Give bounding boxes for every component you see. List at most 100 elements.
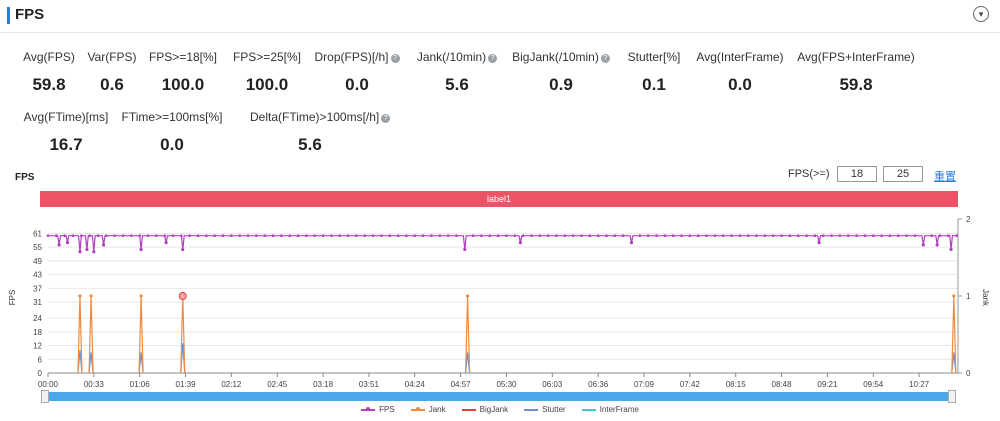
fps-point (688, 234, 692, 238)
metric-value: 100.0 (161, 75, 205, 94)
help-icon[interactable]: ? (488, 54, 498, 63)
metric-card: Drop(FPS)[/h]? 0.0 (297, 50, 417, 95)
fps-dip-point (949, 247, 953, 252)
fps-point (805, 234, 808, 238)
fps-point (271, 234, 275, 238)
legend-label: Stutter (542, 405, 566, 414)
fps-point (96, 234, 100, 238)
section-header: FPS ▾ (0, 0, 1000, 33)
fps-point (338, 234, 342, 238)
fps-point (313, 234, 317, 238)
scroll-handle-right[interactable] (948, 390, 956, 403)
help-icon[interactable]: ? (381, 114, 391, 123)
fps-point (288, 234, 292, 238)
scroll-handle-left[interactable] (41, 390, 49, 403)
fps-point (388, 234, 392, 238)
fps-point (871, 234, 875, 238)
metric-label-text: FPS>=25[%] (232, 50, 302, 64)
fps-point (238, 234, 242, 238)
fps-point (205, 234, 208, 238)
x-tick-label: 03:18 (313, 380, 334, 389)
fps-dip-point (101, 243, 106, 247)
fps-point (305, 234, 308, 238)
y2-axis-label: Jank (981, 289, 990, 307)
fps-point (571, 234, 575, 238)
legend-line-icon (361, 406, 376, 411)
fps-dip-point (629, 240, 634, 245)
y-tick-label: 43 (33, 271, 42, 280)
x-tick-label: 10:27 (909, 380, 930, 389)
fps-point (596, 234, 600, 238)
fps-point (113, 234, 116, 238)
legend-item[interactable]: Stutter (524, 405, 566, 414)
chevron-down-icon[interactable]: ▾ (973, 6, 989, 22)
fps-point (580, 234, 583, 238)
x-tick-label: 01:06 (130, 380, 151, 389)
metric-value: 100.0 (245, 75, 289, 94)
fps-dip-point (935, 243, 939, 247)
fps-point (521, 234, 525, 238)
time-range-scrollbar[interactable] (45, 392, 955, 401)
metric-card: Avg(InterFrame) 0.0 (680, 50, 800, 95)
help-icon[interactable]: ? (390, 54, 400, 63)
metric-value: 5.6 (445, 75, 469, 94)
legend-item[interactable]: Jank (410, 405, 446, 414)
threshold-low-input[interactable]: 18 (837, 166, 877, 182)
fps-dip-point (92, 250, 96, 254)
fps-point (838, 234, 842, 238)
fps-point (780, 234, 783, 238)
fps-point (605, 234, 608, 238)
y-tick-label: 12 (33, 342, 42, 351)
metric-label: Delta(FTime)>100ms[/h]? (250, 110, 391, 124)
legend-item[interactable]: BigJank (461, 405, 508, 414)
fps-dip-point (57, 243, 61, 247)
fps-series-line (48, 235, 958, 252)
fps-point (530, 234, 533, 238)
reset-button[interactable]: 重置 (934, 171, 956, 183)
y-tick-label: 18 (33, 328, 42, 337)
jank-spike (951, 295, 957, 374)
fps-point (455, 234, 458, 238)
fps-point (855, 234, 858, 238)
fps-point (255, 234, 258, 238)
fps-point (671, 234, 675, 238)
legend-item[interactable]: FPS (361, 405, 395, 414)
fps-point (446, 234, 450, 238)
fps-point (513, 234, 517, 238)
metric-label-text: Delta(FTime)>100ms[/h] (250, 110, 380, 124)
help-icon[interactable]: ? (600, 54, 610, 63)
y-tick-label: 6 (38, 355, 43, 364)
metric-label-text: Drop(FPS)[/h] (314, 50, 389, 64)
fps-point (63, 234, 66, 238)
fps-dip-point (181, 247, 185, 252)
metric-label: Drop(FPS)[/h]? (297, 50, 417, 64)
x-tick-label: 02:45 (267, 380, 288, 389)
fps-dip-point (139, 247, 143, 252)
threshold-high-input[interactable]: 25 (883, 166, 923, 182)
metric-label-text: Avg(FPS+InterFrame) (797, 50, 915, 64)
fps-point (663, 234, 667, 238)
x-tick-label: 00:00 (38, 380, 59, 389)
legend-item[interactable]: InterFrame (581, 405, 639, 414)
fps-point (946, 234, 950, 238)
fps-point (563, 234, 567, 238)
fps-point (421, 234, 425, 238)
fps-point (488, 234, 492, 238)
section-title: FPS (15, 6, 45, 23)
metric-label: FPS>=18[%] (123, 50, 243, 64)
fps-point (955, 234, 958, 238)
jank-spike (88, 295, 94, 374)
metric-value: 0.0 (160, 135, 184, 154)
metric-label: FTime>=100ms[%] (112, 110, 232, 124)
fps-point (613, 234, 617, 238)
metric-value: 16.7 (49, 135, 83, 154)
fps-dip-point (518, 240, 522, 245)
fps-point (705, 234, 708, 238)
jank-spike (77, 295, 83, 374)
fps-point (655, 234, 658, 238)
fps-dip-point (164, 240, 168, 245)
metric-label-text: BigJank(/10min) (512, 50, 599, 64)
jank-spike (180, 295, 186, 374)
header-accent (7, 7, 10, 24)
